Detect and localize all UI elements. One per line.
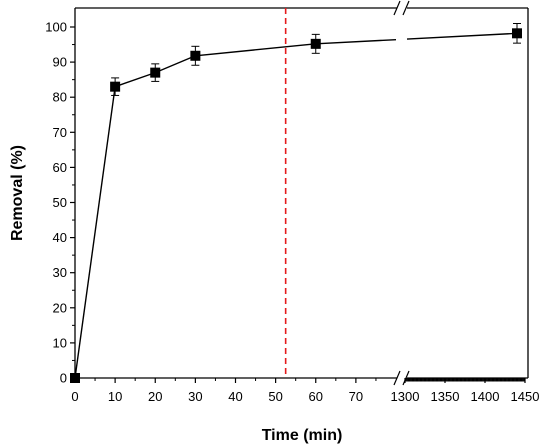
y-tick-label: 10 <box>53 335 67 350</box>
series-line-segment <box>406 32 518 40</box>
y-tick-label: 50 <box>53 195 67 210</box>
top-axis-break-right <box>402 0 410 16</box>
y-tick-label: 40 <box>53 230 67 245</box>
x-tick-label: 10 <box>108 389 122 404</box>
plot-area: 0 10 20 30 40 50 60 70 80 90 100 0 10 20 30 40 50 60 70 130… <box>45 0 540 404</box>
y-tick-label: 90 <box>53 55 67 70</box>
x-tick-label: 1400 <box>471 389 500 404</box>
data-point-marker <box>70 373 80 383</box>
top-axis-break-left <box>393 0 401 16</box>
x-axis-title: Time (min) <box>262 427 343 444</box>
data-point-marker <box>310 38 321 49</box>
y-tick-label: 70 <box>53 125 67 140</box>
series-line-segment <box>74 86 116 379</box>
series-line-segment <box>154 55 196 74</box>
series-line-segment <box>195 43 316 57</box>
bottom-axis-break-left <box>393 370 401 386</box>
data-point-marker <box>150 67 161 78</box>
series-line-segment <box>114 71 156 88</box>
y-axis-title: Removal (%) <box>9 145 26 241</box>
x-tick-label: 1350 <box>431 389 460 404</box>
data-point-marker <box>190 50 201 61</box>
series-line-segment <box>315 38 397 45</box>
y-tick-label: 100 <box>45 20 67 35</box>
y-tick-label: 0 <box>60 371 67 386</box>
y-tick-label: 30 <box>53 265 67 280</box>
x-tick-label: 0 <box>71 389 78 404</box>
y-tick-label: 60 <box>53 160 67 175</box>
x-tick-label: 50 <box>268 389 282 404</box>
x-tick-label: 1300 <box>391 389 420 404</box>
x-tick-label: 30 <box>188 389 202 404</box>
data-point-marker <box>512 28 522 39</box>
y-tick-label: 80 <box>53 90 67 105</box>
x-tick-label: 1450 <box>511 389 540 404</box>
x-tick-label: 70 <box>349 389 363 404</box>
x-tick-label: 60 <box>309 389 323 404</box>
data-point-marker <box>110 81 121 92</box>
y-tick-label: 20 <box>53 300 67 315</box>
x-tick-label: 20 <box>148 389 162 404</box>
x-tick-label: 40 <box>228 389 242 404</box>
